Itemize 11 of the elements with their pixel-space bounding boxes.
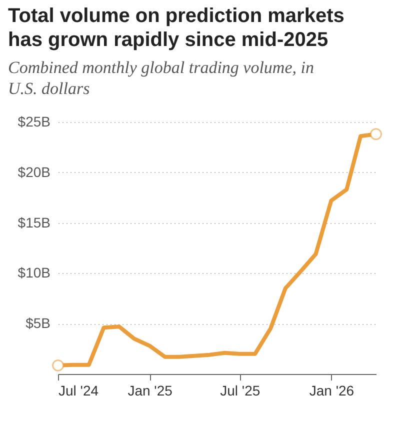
- y-tick-label: $5B: [26, 315, 50, 332]
- y-tick-label: $20B: [18, 164, 50, 180]
- x-tick-label: Jan '25: [128, 382, 173, 398]
- y-tick-label: $10B: [18, 264, 50, 281]
- y-tick-label: $25B: [18, 114, 50, 130]
- chart-title: Total volume on prediction markets has grown rapidly since mid-2025: [8, 5, 344, 51]
- y-tick-label: $15B: [18, 214, 50, 230]
- chart-subtitle: Combined monthly global trading volume, in U.S. dollars: [8, 58, 314, 98]
- x-tick-label: Jul '25: [220, 382, 260, 398]
- x-tick-label: Jan '26: [309, 382, 354, 398]
- x-tick-label: Jul '24: [58, 382, 99, 398]
